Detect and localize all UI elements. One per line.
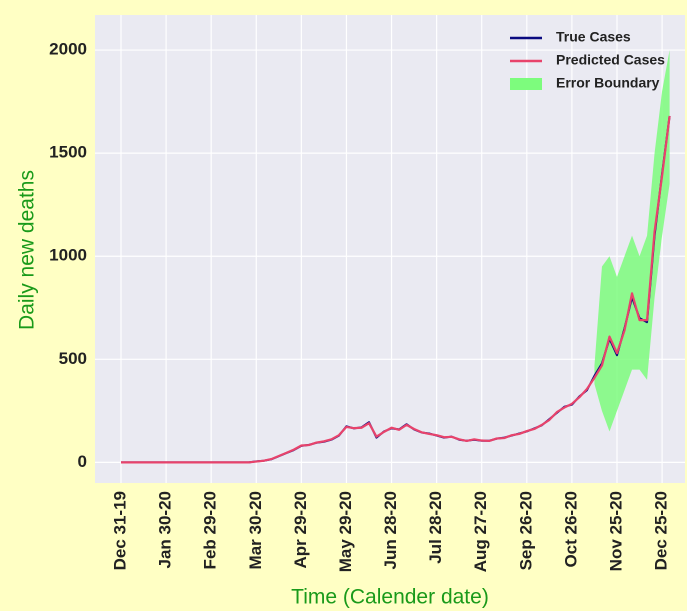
legend-label: Predicted Cases — [556, 52, 665, 68]
error-band — [594, 50, 670, 432]
x-tick-label: Dec 25-20 — [652, 491, 671, 570]
x-tick-label: Apr 29-20 — [291, 491, 310, 568]
x-tick-label: Dec 31-19 — [110, 491, 129, 570]
x-tick-label: Sep 26-20 — [516, 491, 535, 570]
x-tick-label: Mar 30-20 — [246, 491, 265, 569]
x-tick-label: Jan 30-20 — [156, 491, 175, 569]
x-tick-label: Feb 29-20 — [201, 491, 220, 569]
y-tick-label: 500 — [59, 349, 87, 368]
y-axis-label: Daily new deaths — [16, 170, 39, 330]
legend-label: True Cases — [556, 29, 631, 45]
legend-label: Error Boundary — [556, 75, 660, 91]
x-tick-label: Aug 27-20 — [471, 491, 490, 572]
y-tick-label: 1000 — [49, 246, 87, 265]
x-tick-label: Nov 25-20 — [606, 491, 625, 571]
legend-swatch — [510, 78, 542, 90]
plot-area — [95, 15, 685, 483]
x-tick-label: May 29-20 — [336, 491, 355, 572]
y-tick-label: 2000 — [49, 40, 87, 59]
y-tick-label: 0 — [78, 452, 87, 471]
x-tick-label: Oct 26-20 — [561, 491, 580, 568]
x-tick-label: Jun 28-20 — [381, 491, 400, 569]
y-tick-label: 1500 — [49, 143, 87, 162]
series-line — [121, 115, 671, 464]
x-tick-label: Jul 28-20 — [426, 491, 445, 564]
x-axis-label: Time (Calender date) — [291, 586, 489, 609]
